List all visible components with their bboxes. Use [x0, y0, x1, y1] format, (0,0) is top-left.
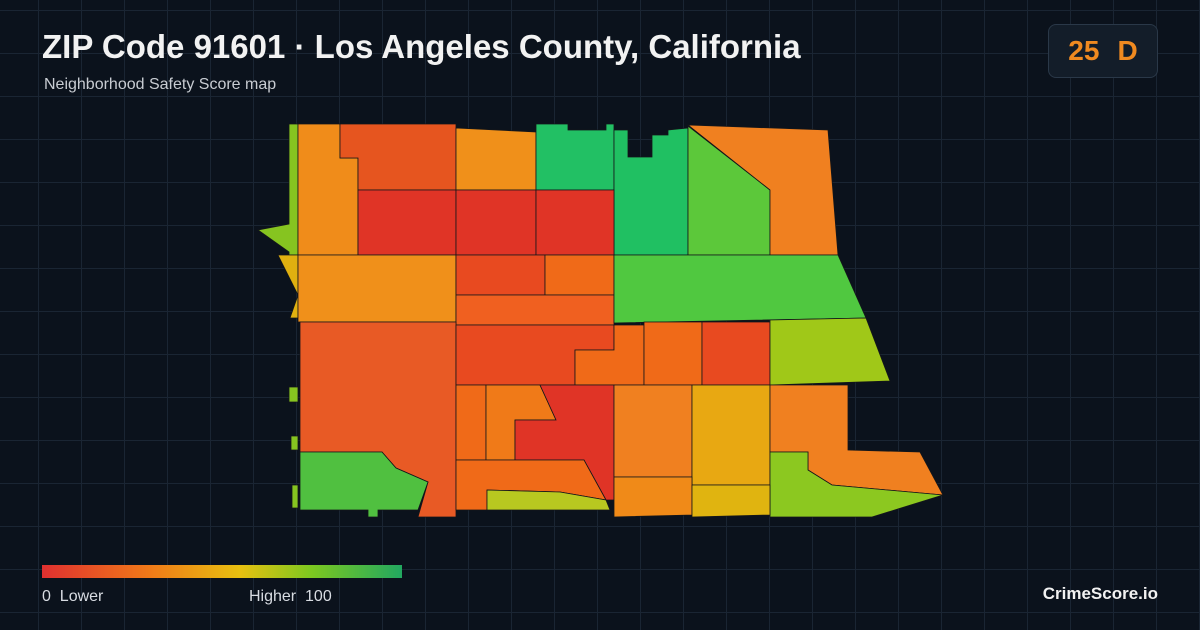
- score-value: 25: [1068, 35, 1100, 66]
- score-grade: D: [1117, 35, 1138, 66]
- legend-gradient: [42, 565, 402, 578]
- legend-min-value: 0: [42, 588, 51, 605]
- legend-max-label: Higher: [249, 588, 297, 605]
- subtitle: Neighborhood Safety Score map: [44, 76, 277, 93]
- brand: CrimeScore.io: [1042, 584, 1158, 603]
- legend-min: 0 Lower: [42, 588, 103, 606]
- score-badge: 25 D: [1048, 24, 1158, 78]
- legend-max: Higher 100: [249, 588, 332, 606]
- legend-max-value: 100: [305, 588, 332, 605]
- legend-min-label: Lower: [59, 588, 104, 605]
- title: ZIP Code 91601 · Los Angeles County, Cal…: [42, 28, 801, 65]
